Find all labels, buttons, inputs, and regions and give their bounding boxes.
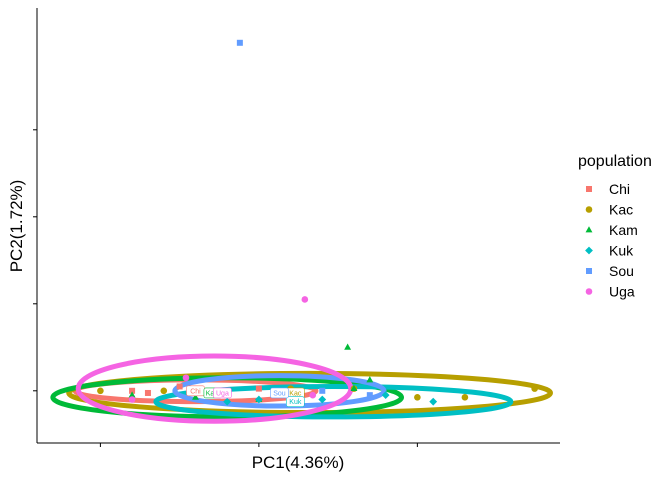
point-kam [192, 393, 199, 400]
legend-item-kam: Kam [585, 222, 638, 238]
y-axis-title: PC2(1.72%) [7, 180, 26, 273]
legend-key-kam [585, 226, 593, 233]
point-sou [236, 39, 243, 46]
legend-label: Kam [609, 222, 638, 238]
point-chi [255, 385, 262, 392]
legend-key-uga [585, 288, 593, 295]
legend-title: population [578, 153, 652, 170]
point-sou [366, 392, 373, 399]
legend-item-kuk: Kuk [585, 243, 634, 259]
point-kac [461, 394, 469, 401]
point-uga [128, 396, 136, 403]
centroid-label-kuk: Kuk [286, 396, 305, 407]
point-kam [128, 391, 136, 398]
centroid-label-sou: Sou [270, 387, 289, 399]
point-kuk [381, 391, 390, 400]
point-uga [182, 374, 190, 382]
axis-ticks [33, 129, 418, 447]
legend-label: Sou [609, 263, 634, 279]
point-kac [97, 387, 104, 395]
point-kuk [254, 395, 263, 404]
point-kam [344, 343, 352, 350]
point-kuk [223, 397, 232, 406]
svg-text:Kac: Kac [289, 390, 302, 397]
svg-text:Sou: Sou [273, 390, 286, 397]
legend-label: Kuk [609, 243, 634, 259]
legend-key-chi [586, 186, 592, 192]
svg-text:Chi: Chi [190, 388, 201, 395]
point-uga [309, 391, 317, 399]
legend-key-kuk [585, 246, 593, 255]
point-kac [414, 394, 421, 401]
ellipse-kuk [153, 383, 514, 420]
data-points [97, 39, 538, 406]
point-kac [531, 385, 538, 392]
legend-label: Uga [609, 284, 635, 300]
point-chi [144, 389, 151, 396]
legend-key-kac [585, 206, 593, 213]
svg-text:Kuk: Kuk [289, 399, 302, 406]
point-kam [366, 376, 374, 383]
centroid-label-uga: Uga [213, 387, 232, 399]
legend: Chi Kac Kam Kuk Sou Uga [585, 181, 638, 300]
ellipse-sou [172, 373, 387, 409]
legend-item-kac: Kac [585, 202, 633, 218]
legend-label: Chi [609, 181, 630, 197]
svg-text:Kam: Kam [206, 390, 221, 397]
point-chi [129, 387, 136, 394]
x-axis-title: PC1(4.36%) [252, 453, 345, 472]
confidence-ellipses [50, 353, 553, 424]
centroid-label-chi: Chi [186, 385, 205, 397]
legend-item-sou: Sou [586, 263, 634, 279]
svg-text:Uga: Uga [216, 390, 229, 397]
point-kac [160, 387, 168, 395]
legend-item-uga: Uga [585, 284, 635, 300]
legend-label: Kac [609, 202, 633, 218]
point-chi [176, 383, 183, 390]
point-kam [350, 384, 358, 392]
point-kuk [318, 395, 327, 404]
point-sou [319, 387, 326, 394]
legend-key-sou [586, 268, 592, 274]
point-kuk [429, 397, 438, 406]
point-uga [301, 296, 309, 303]
legend-item-chi: Chi [586, 181, 630, 197]
